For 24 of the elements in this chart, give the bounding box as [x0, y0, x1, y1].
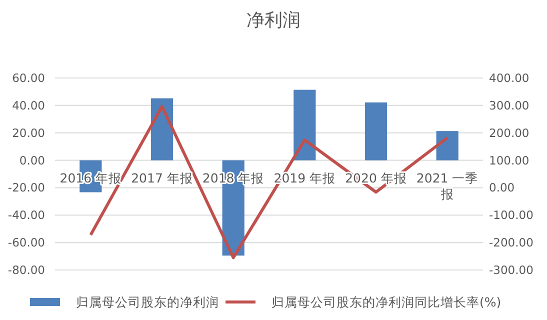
y2-tick-label: -200.00 [489, 236, 534, 250]
y2-tick-label: 100.00 [489, 153, 530, 168]
x-tick-label: 2021 一季报 [416, 170, 478, 202]
y2-tick-label: 400.00 [489, 71, 530, 86]
y-tick-label: 40.00 [12, 98, 45, 112]
bar [436, 131, 458, 160]
y2-tick-label: -300.00 [489, 263, 534, 278]
bar [294, 90, 316, 160]
y-tick-label: 20.00 [12, 126, 45, 140]
bar [364, 102, 388, 160]
legend-label: 归属母公司股东的净利润 [76, 294, 219, 310]
y-tick-label: 0.00 [19, 153, 45, 168]
x-tick-label: 2017 年报 [131, 170, 193, 186]
y2-tick-label: 0.00 [489, 180, 515, 195]
y-tick-label: -60.00 [8, 236, 45, 250]
y-tick-label: -20.00 [8, 180, 45, 195]
y-tick-label: 60.00 [12, 71, 45, 86]
y-tick-label: -80.00 [8, 263, 45, 278]
chart-title: 净利润 [246, 10, 300, 31]
y-tick-label: -40.00 [8, 208, 45, 222]
y2-tick-label: 300.00 [489, 98, 530, 112]
y2-tick-label: 200.00 [489, 126, 530, 140]
y2-tick-label: -100.00 [489, 208, 534, 222]
legend-label: 归属母公司股东的净利润同比增长率(%) [272, 294, 502, 310]
